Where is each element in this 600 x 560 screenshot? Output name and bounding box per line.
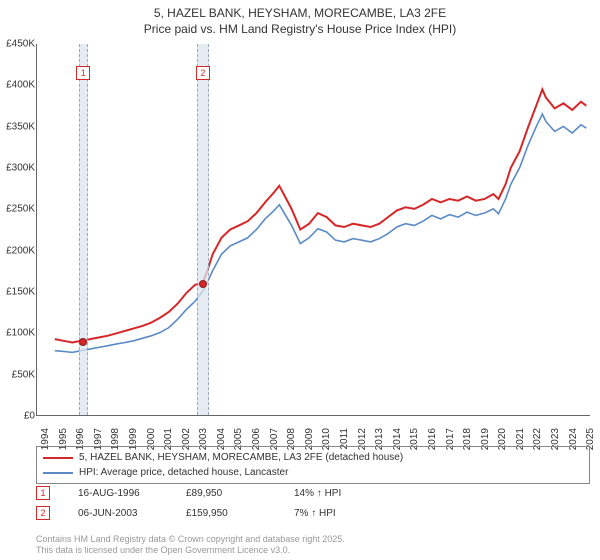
- series-line-property: [55, 89, 586, 342]
- sale-period-band: [197, 44, 209, 415]
- y-axis-tick: £200K: [1, 245, 35, 256]
- chart-title: 5, HAZEL BANK, HEYSHAM, MORECAMBE, LA3 2…: [0, 0, 600, 37]
- y-axis-tick: £50K: [1, 369, 35, 380]
- sale-marker-icon: 2: [36, 506, 50, 520]
- y-axis-tick: £450K: [1, 39, 35, 50]
- y-axis-tick: £300K: [1, 163, 35, 174]
- legend-label-property: 5, HAZEL BANK, HEYSHAM, MORECAMBE, LA3 2…: [79, 450, 403, 465]
- sale-row: 1 16-AUG-1996 £89,950 14% ↑ HPI: [36, 486, 590, 500]
- title-address: 5, HAZEL BANK, HEYSHAM, MORECAMBE, LA3 2…: [0, 6, 600, 22]
- y-axis-tick: £0: [1, 411, 35, 422]
- attribution-line1: Contains HM Land Registry data © Crown c…: [36, 534, 345, 545]
- sale-point-dot: [79, 338, 87, 346]
- y-axis-tick: £400K: [1, 80, 35, 91]
- attribution-text: Contains HM Land Registry data © Crown c…: [36, 534, 345, 557]
- legend-label-hpi: HPI: Average price, detached house, Lanc…: [79, 465, 288, 480]
- sale-date: 16-AUG-1996: [78, 488, 158, 499]
- line-chart-svg: [37, 44, 590, 415]
- legend: 5, HAZEL BANK, HEYSHAM, MORECAMBE, LA3 2…: [36, 446, 590, 484]
- sale-date: 06-JUN-2003: [78, 508, 158, 519]
- y-axis-tick: £350K: [1, 121, 35, 132]
- sale-marker-icon: 1: [76, 66, 90, 80]
- sale-price: £159,950: [186, 508, 266, 519]
- attribution-line2: This data is licensed under the Open Gov…: [36, 545, 345, 556]
- sale-marker-icon: 1: [36, 486, 50, 500]
- title-subtitle: Price paid vs. HM Land Registry's House …: [0, 22, 600, 38]
- plot-area: £0£50K£100K£150K£200K£250K£300K£350K£400…: [36, 44, 590, 416]
- sale-price: £89,950: [186, 488, 266, 499]
- y-axis-tick: £150K: [1, 287, 35, 298]
- legend-row-property: 5, HAZEL BANK, HEYSHAM, MORECAMBE, LA3 2…: [43, 450, 583, 465]
- y-axis-tick: £250K: [1, 204, 35, 215]
- legend-swatch-hpi: [43, 472, 73, 474]
- sale-hpi-delta: 14% ↑ HPI: [294, 488, 374, 499]
- sale-period-band: [79, 44, 88, 415]
- y-axis-tick: £100K: [1, 328, 35, 339]
- sale-row: 2 06-JUN-2003 £159,950 7% ↑ HPI: [36, 506, 590, 520]
- sales-table: 1 16-AUG-1996 £89,950 14% ↑ HPI 2 06-JUN…: [36, 486, 590, 526]
- sale-marker-icon: 2: [196, 66, 210, 80]
- legend-row-hpi: HPI: Average price, detached house, Lanc…: [43, 465, 583, 480]
- chart-container: 5, HAZEL BANK, HEYSHAM, MORECAMBE, LA3 2…: [0, 0, 600, 560]
- series-line-hpi: [55, 114, 586, 352]
- sale-hpi-delta: 7% ↑ HPI: [294, 508, 374, 519]
- sale-point-dot: [199, 280, 207, 288]
- legend-swatch-property: [43, 457, 73, 459]
